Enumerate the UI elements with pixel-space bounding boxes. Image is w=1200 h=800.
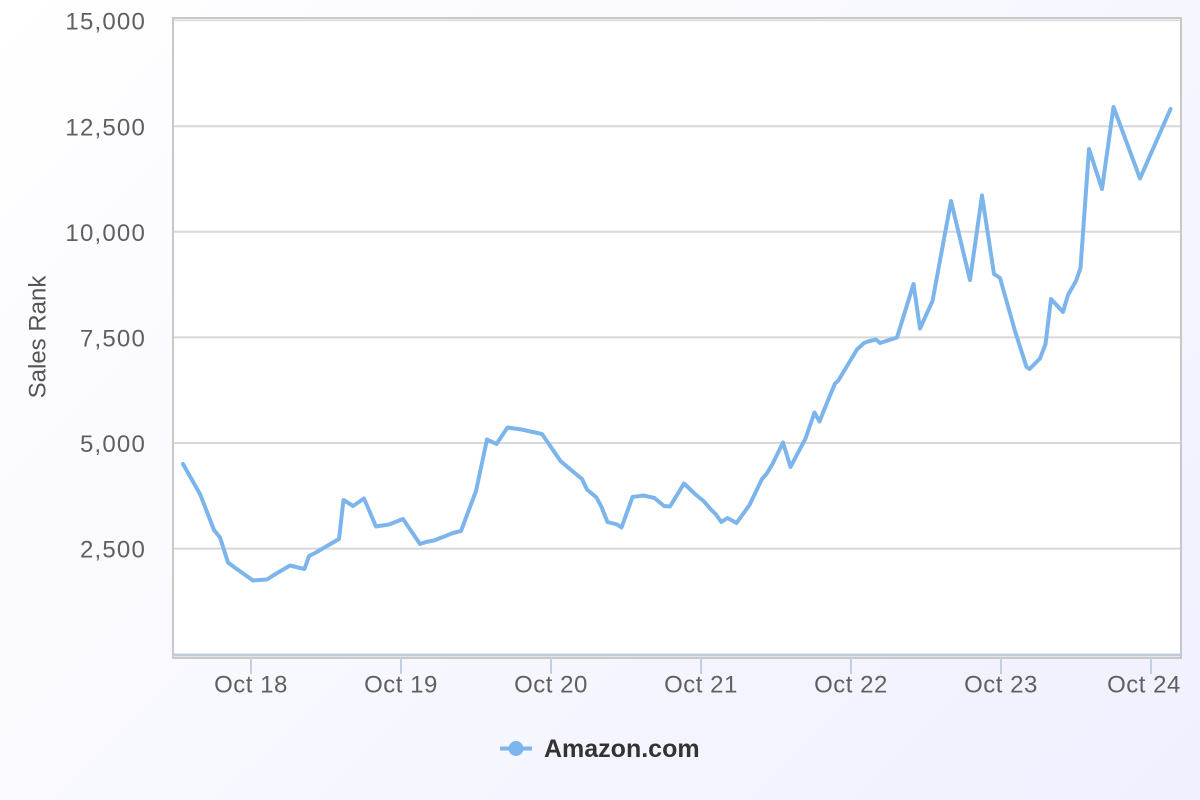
svg-text:7,500: 7,500 [80, 326, 146, 353]
svg-text:Sales Rank: Sales Rank [25, 275, 52, 399]
svg-text:Oct 19: Oct 19 [364, 672, 438, 699]
svg-text:Oct 22: Oct 22 [814, 672, 888, 699]
svg-text:Oct 23: Oct 23 [964, 672, 1038, 699]
svg-text:Oct 21: Oct 21 [664, 672, 738, 699]
svg-text:Oct 24: Oct 24 [1107, 672, 1181, 699]
svg-text:Oct 20: Oct 20 [514, 672, 588, 699]
svg-text:Oct 18: Oct 18 [214, 672, 288, 699]
svg-text:12,500: 12,500 [65, 114, 146, 141]
svg-text:5,000: 5,000 [80, 431, 146, 458]
svg-text:10,000: 10,000 [65, 220, 146, 247]
svg-text:Amazon.com: Amazon.com [544, 735, 700, 763]
svg-text:15,000: 15,000 [65, 9, 146, 36]
svg-text:2,500: 2,500 [80, 537, 146, 564]
